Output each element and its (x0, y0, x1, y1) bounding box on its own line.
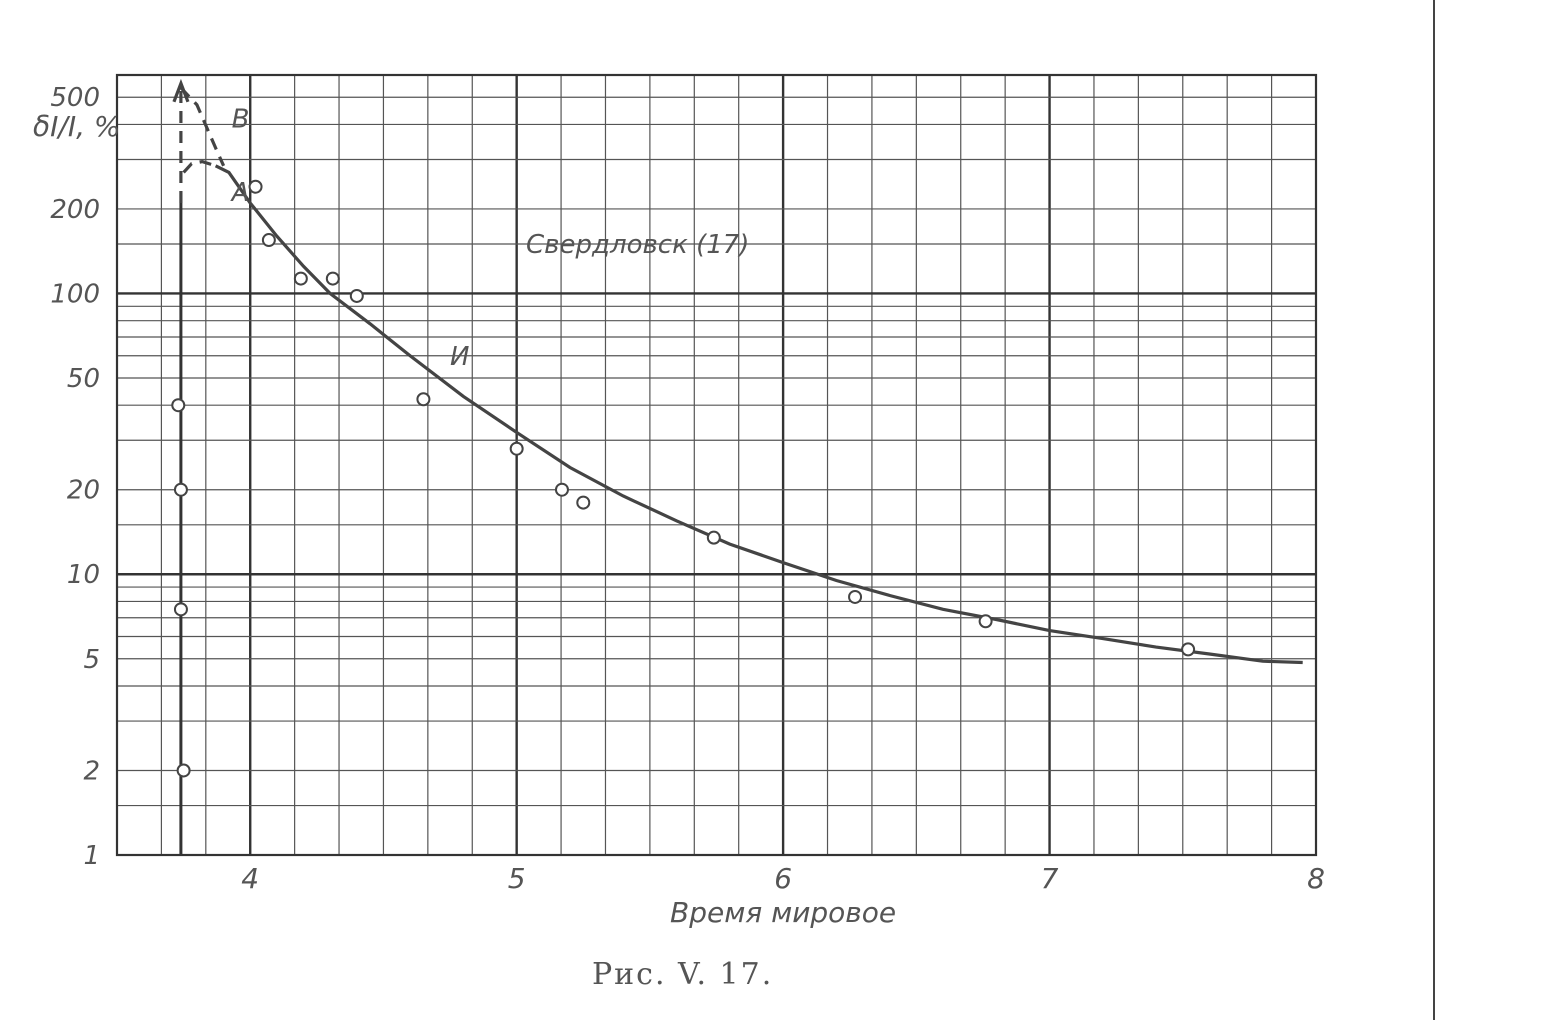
data-point (576, 495, 591, 510)
x-tick-label: 8 (1307, 862, 1325, 895)
y-tick-label: 5 (83, 645, 100, 675)
data-point (848, 589, 863, 604)
y-tick-label: 20 (67, 476, 100, 506)
chart-title: Свердловск (17) (526, 230, 749, 260)
data-point (349, 288, 364, 303)
data-point (554, 482, 569, 497)
data-point (248, 179, 263, 194)
points-layer (171, 179, 1196, 778)
data-point (173, 482, 188, 497)
x-axis-label: Время мировое (670, 896, 896, 929)
y-tick-label: 1 (83, 841, 100, 871)
data-point (706, 530, 721, 545)
chart-grid (117, 75, 1316, 855)
y-tick-label: 500 (50, 83, 100, 113)
series-layer (172, 78, 1303, 855)
data-point (293, 271, 308, 286)
series-curve (214, 164, 1303, 665)
y-tick-label: 100 (50, 279, 100, 309)
x-tick-label: 5 (508, 862, 526, 895)
data-point (978, 614, 993, 629)
y-tick-label: 10 (67, 560, 100, 590)
data-point (416, 392, 431, 407)
data-point (509, 441, 524, 456)
x-tick-labels: 4 5 6 7 8 (241, 862, 1325, 895)
figure-caption: Рис. V. 17. (592, 957, 773, 992)
annotation-label: А (230, 178, 250, 208)
y-axis-label-text: δI/I, % (33, 110, 121, 143)
data-point (171, 398, 186, 413)
data-point (261, 233, 276, 248)
data-point (173, 602, 188, 617)
x-tick-label: 4 (241, 862, 259, 895)
annotation-label: В (232, 104, 250, 134)
y-axis-label: δI/I, % (33, 110, 121, 143)
data-point (1181, 642, 1196, 657)
annotation-label: И (450, 342, 469, 372)
y-tick-labels: 1 2 5 10 20 50 100 200 500 (50, 83, 100, 871)
arrowhead-mark (172, 78, 190, 103)
plot-frame (115, 73, 1318, 857)
y-tick-label: 200 (50, 195, 100, 225)
x-tick-label: 6 (774, 862, 792, 895)
annotations: В А И (230, 104, 470, 371)
series-dashed-curve (179, 86, 226, 167)
y-tick-label: 50 (67, 364, 100, 394)
series-dashed-curve (182, 159, 217, 174)
data-point (176, 763, 191, 778)
y-tick-label: 2 (83, 756, 100, 786)
x-tick-label: 7 (1041, 862, 1059, 895)
data-point (325, 271, 340, 286)
